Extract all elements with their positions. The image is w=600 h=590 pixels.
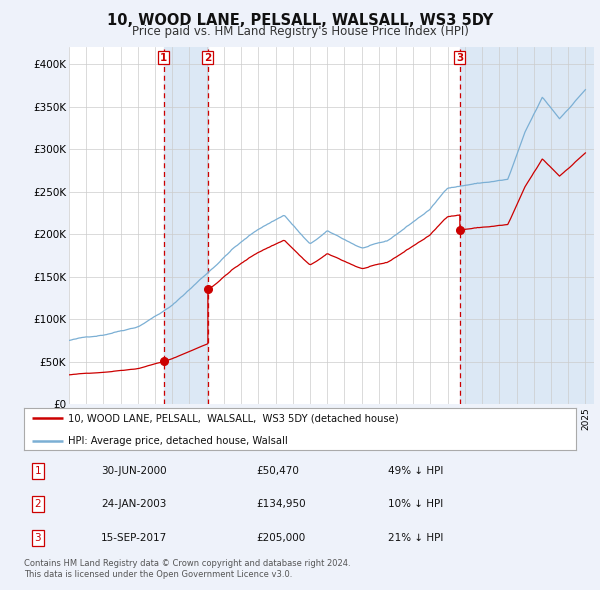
Text: £134,950: £134,950 bbox=[256, 499, 305, 509]
Text: 10% ↓ HPI: 10% ↓ HPI bbox=[388, 499, 443, 509]
Bar bbox=[164, 47, 208, 404]
Text: 2: 2 bbox=[34, 499, 41, 509]
Text: HPI: Average price, detached house, Walsall: HPI: Average price, detached house, Wals… bbox=[68, 436, 288, 446]
Text: 15-SEP-2017: 15-SEP-2017 bbox=[101, 533, 167, 543]
Text: Price paid vs. HM Land Registry's House Price Index (HPI): Price paid vs. HM Land Registry's House … bbox=[131, 25, 469, 38]
Text: 3: 3 bbox=[456, 53, 463, 63]
Text: £205,000: £205,000 bbox=[256, 533, 305, 543]
Text: 3: 3 bbox=[34, 533, 41, 543]
Text: 49% ↓ HPI: 49% ↓ HPI bbox=[388, 466, 443, 476]
Text: 2: 2 bbox=[204, 53, 212, 63]
Text: 21% ↓ HPI: 21% ↓ HPI bbox=[388, 533, 443, 543]
Text: £50,470: £50,470 bbox=[256, 466, 299, 476]
Text: 24-JAN-2003: 24-JAN-2003 bbox=[101, 499, 167, 509]
Text: 1: 1 bbox=[160, 53, 167, 63]
Bar bbox=[460, 47, 594, 404]
Text: 30-JUN-2000: 30-JUN-2000 bbox=[101, 466, 167, 476]
Text: 1: 1 bbox=[34, 466, 41, 476]
Text: Contains HM Land Registry data © Crown copyright and database right 2024.
This d: Contains HM Land Registry data © Crown c… bbox=[24, 559, 350, 579]
Text: 10, WOOD LANE, PELSALL, WALSALL, WS3 5DY: 10, WOOD LANE, PELSALL, WALSALL, WS3 5DY bbox=[107, 13, 493, 28]
Text: 10, WOOD LANE, PELSALL,  WALSALL,  WS3 5DY (detached house): 10, WOOD LANE, PELSALL, WALSALL, WS3 5DY… bbox=[68, 414, 399, 423]
